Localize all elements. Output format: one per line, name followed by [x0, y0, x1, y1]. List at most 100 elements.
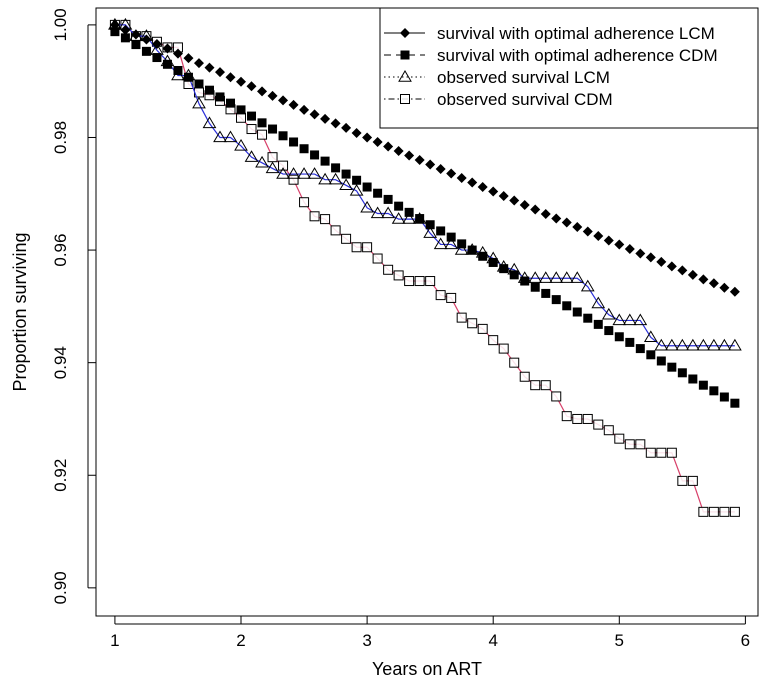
data-point	[236, 105, 246, 115]
x-tick-label: 2	[236, 631, 245, 650]
data-point	[320, 156, 330, 166]
data-point	[593, 319, 603, 329]
data-point	[436, 226, 446, 236]
data-point	[551, 391, 562, 402]
data-point	[572, 307, 582, 317]
data-point	[488, 335, 499, 346]
data-point	[666, 261, 677, 272]
data-point	[234, 138, 248, 151]
data-point	[310, 150, 320, 160]
data-point	[255, 155, 269, 168]
data-point	[499, 264, 509, 274]
data-point	[467, 318, 478, 329]
data-point	[667, 362, 677, 372]
data-point	[717, 338, 732, 351]
data-point	[435, 164, 446, 175]
data-point	[580, 279, 595, 292]
data-point	[183, 72, 193, 82]
data-point	[530, 204, 541, 215]
data-point	[624, 439, 635, 450]
data-point	[582, 226, 593, 237]
data-point	[541, 288, 551, 298]
data-point	[341, 233, 352, 244]
data-point	[530, 380, 541, 391]
data-point	[226, 98, 236, 108]
data-point	[362, 132, 373, 143]
data-point	[423, 226, 438, 238]
data-point	[614, 433, 625, 444]
x-tick-label: 6	[741, 631, 750, 650]
x-tick-label: 1	[110, 631, 119, 650]
data-point	[398, 70, 412, 82]
data-point	[675, 338, 690, 351]
data-point	[519, 371, 530, 382]
data-point	[528, 271, 543, 283]
data-point	[488, 257, 498, 267]
data-point	[685, 338, 700, 351]
data-point	[498, 191, 509, 202]
data-point	[330, 225, 341, 236]
data-point	[696, 338, 711, 351]
data-point	[268, 124, 278, 134]
data-point	[339, 178, 353, 191]
data-point	[192, 96, 206, 109]
data-point	[383, 141, 394, 152]
data-point	[225, 72, 236, 83]
data-point	[708, 506, 719, 517]
data-point	[372, 253, 383, 264]
data-point	[370, 206, 385, 219]
data-point	[706, 338, 721, 351]
data-point	[391, 212, 406, 224]
data-point	[351, 127, 362, 138]
data-point	[318, 172, 332, 185]
data-point	[400, 50, 410, 60]
data-point	[202, 116, 217, 129]
data-point	[246, 81, 257, 92]
data-point	[444, 237, 459, 250]
y-tick-label: 0.94	[51, 346, 70, 379]
data-point	[213, 130, 227, 143]
data-point	[257, 129, 268, 140]
data-point	[698, 506, 709, 517]
data-point	[593, 231, 604, 241]
data-point	[257, 118, 267, 128]
data-point	[400, 28, 410, 38]
data-point	[425, 276, 436, 287]
data-point	[677, 265, 688, 276]
data-point	[130, 29, 141, 40]
data-point	[110, 27, 120, 37]
data-point	[223, 130, 238, 143]
data-point	[381, 206, 395, 219]
data-point	[709, 386, 719, 396]
series-0	[109, 19, 740, 297]
legend-box	[379, 7, 759, 129]
data-point	[331, 163, 341, 173]
data-point	[540, 380, 551, 391]
data-point	[509, 195, 520, 206]
data-point	[204, 85, 214, 95]
data-point	[193, 58, 204, 69]
data-point	[393, 270, 404, 281]
data-point	[435, 290, 446, 301]
data-point	[549, 271, 564, 283]
legend-label: observed survival LCM	[437, 68, 610, 87]
data-point	[719, 392, 729, 402]
data-point	[446, 232, 456, 242]
data-point	[708, 278, 719, 289]
data-point	[467, 177, 478, 188]
data-point	[288, 99, 299, 110]
legend-label: observed survival CDM	[437, 90, 613, 109]
legend-label: survival with optimal adherence CDM	[437, 46, 718, 65]
data-point	[559, 271, 574, 283]
data-point	[289, 137, 299, 147]
data-point	[415, 214, 425, 224]
data-point	[404, 276, 415, 287]
x-axis-label: Years on ART	[372, 659, 482, 679]
data-point	[612, 313, 627, 326]
data-point	[622, 313, 637, 326]
data-point	[278, 131, 288, 141]
data-point	[214, 67, 225, 78]
data-point	[276, 167, 290, 179]
axes: 1 2 3 4 5 6 0.90 0.92 0.94 0.96 0.98 1.00	[51, 8, 750, 650]
